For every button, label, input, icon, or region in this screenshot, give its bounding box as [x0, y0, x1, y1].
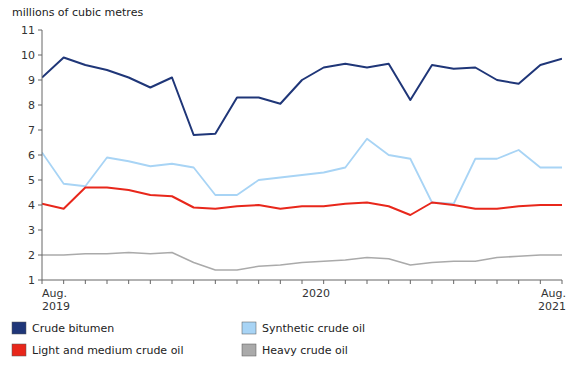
x-tick [193, 280, 194, 284]
x-tick [540, 280, 541, 284]
chart: millions of cubic metres 1 2 3 4 5 6 7 8 9 10 11 Aug… [0, 0, 580, 385]
y-tick-label: 4 [28, 199, 35, 212]
y-tick-label: 5 [28, 174, 35, 187]
legend-label: Crude bitumen [32, 322, 114, 335]
x-tick [453, 280, 454, 284]
x-tick [432, 280, 433, 284]
legend-swatch [242, 344, 256, 356]
y-tick-label: 11 [21, 24, 35, 37]
x-tick [258, 280, 259, 284]
y-tick [38, 255, 42, 256]
y-tick-label: 7 [28, 124, 35, 137]
x-tick-label: 2020 [302, 287, 330, 300]
y-tick-label: 2 [28, 249, 35, 262]
y-tick-label: 3 [28, 224, 35, 237]
x-tick-label: Aug.2019 [42, 287, 70, 313]
series-line [42, 139, 562, 204]
x-tick [302, 280, 303, 284]
x-tick [128, 280, 129, 284]
series-line [42, 253, 562, 271]
y-tick [38, 130, 42, 131]
x-tick-label: Aug.2021 [538, 287, 566, 313]
y-tick [38, 280, 42, 281]
x-tick [367, 280, 368, 284]
y-tick [38, 155, 42, 156]
y-tick [38, 205, 42, 206]
x-tick [410, 280, 411, 284]
x-tick [172, 280, 173, 284]
legend-label: Heavy crude oil [262, 344, 348, 357]
x-tick [388, 280, 389, 284]
y-tick [38, 180, 42, 181]
x-tick [518, 280, 519, 284]
x-tick [497, 280, 498, 284]
x-tick [280, 280, 281, 284]
y-tick [38, 230, 42, 231]
x-tick [42, 280, 43, 284]
y-tick-label: 6 [28, 149, 35, 162]
legend: Crude bitumen Synthetic crude oil Light an… [12, 322, 365, 357]
x-tick [345, 280, 346, 284]
x-tick-label-line: 2021 [538, 300, 566, 313]
series-line [42, 188, 562, 216]
y-tick-label: 1 [28, 274, 35, 287]
y-tick [38, 80, 42, 81]
y-tick-label: 10 [21, 49, 35, 62]
legend-label: Light and medium crude oil [32, 344, 183, 357]
x-tick-label-line: 2019 [42, 300, 70, 313]
legend-swatch [12, 344, 26, 356]
y-tick-label: 9 [28, 74, 35, 87]
x-tick-label-line: 2020 [302, 287, 330, 300]
x-tick-label-line: Aug. [541, 287, 566, 300]
series-line [42, 58, 562, 136]
x-tick [107, 280, 108, 284]
y-tick [38, 30, 42, 31]
legend-swatch [242, 322, 256, 334]
y-tick [38, 55, 42, 56]
x-tick [215, 280, 216, 284]
plot-area [42, 58, 562, 271]
legend-swatch [12, 322, 26, 334]
x-tick [237, 280, 238, 284]
x-tick [562, 280, 563, 284]
y-tick [38, 105, 42, 106]
x-axis [42, 280, 562, 281]
title: millions of cubic metres [12, 6, 143, 19]
y-axis [42, 30, 43, 280]
x-tick [150, 280, 151, 284]
y-tick-label: 8 [28, 99, 35, 112]
x-tick [85, 280, 86, 284]
legend-label: Synthetic crude oil [262, 322, 365, 335]
x-tick-label-line: Aug. [42, 287, 67, 300]
x-tick [475, 280, 476, 284]
x-tick [63, 280, 64, 284]
x-tick [323, 280, 324, 284]
